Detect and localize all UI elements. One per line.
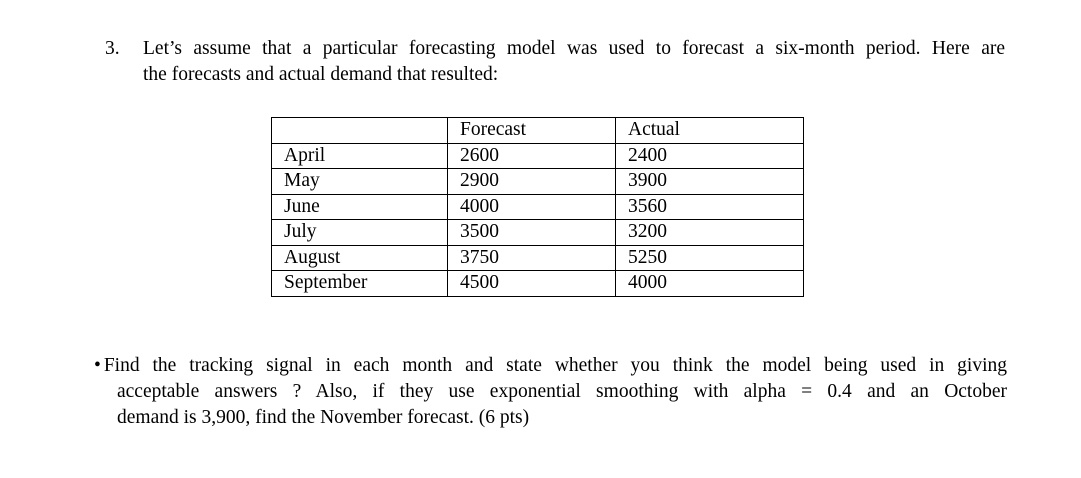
actual-cell: 3200 bbox=[615, 219, 804, 246]
table-row: September 4500 4000 bbox=[271, 270, 804, 297]
question-paragraph: 3. Let’s assume that a particular foreca… bbox=[105, 36, 1005, 88]
forecast-cell: 4000 bbox=[447, 193, 616, 220]
forecast-demand-table: Forecast Actual April 2600 2400 May 2900… bbox=[271, 117, 804, 297]
bullet-icon: • bbox=[94, 355, 101, 376]
month-cell: August bbox=[271, 244, 448, 271]
actual-cell: 2400 bbox=[615, 142, 804, 169]
bullet-line-1-text: Find the tracking signal in each month a… bbox=[103, 355, 1007, 376]
forecast-cell: 4500 bbox=[447, 270, 616, 297]
actual-cell: 5250 bbox=[615, 244, 804, 271]
table-row: May 2900 3900 bbox=[271, 168, 804, 195]
table-row: April 2600 2400 bbox=[271, 142, 804, 169]
month-cell: May bbox=[271, 168, 448, 195]
question-line-1: Let’s assume that a particular forecasti… bbox=[143, 38, 1005, 59]
bullet-line-2: acceptable answers ? Also, if they use e… bbox=[117, 381, 1007, 402]
month-header-cell bbox=[271, 117, 448, 144]
table-row: July 3500 3200 bbox=[271, 219, 804, 246]
month-cell: April bbox=[271, 142, 448, 169]
actual-cell: 4000 bbox=[615, 270, 804, 297]
question-number: 3. bbox=[105, 38, 120, 59]
month-cell: September bbox=[271, 270, 448, 297]
table-header-row: Forecast Actual bbox=[271, 117, 804, 144]
month-cell: July bbox=[271, 219, 448, 246]
forecast-cell: 2900 bbox=[447, 168, 616, 195]
forecast-header-cell: Forecast bbox=[447, 117, 616, 144]
month-cell: June bbox=[271, 193, 448, 220]
actual-cell: 3900 bbox=[615, 168, 804, 195]
forecast-cell: 3500 bbox=[447, 219, 616, 246]
bullet-paragraph: • Find the tracking signal in each month … bbox=[94, 353, 1007, 431]
bullet-line-1: • Find the tracking signal in each month … bbox=[94, 353, 1007, 379]
question-line-2: the forecasts and actual demand that res… bbox=[143, 64, 499, 85]
actual-header-cell: Actual bbox=[615, 117, 804, 144]
forecast-cell: 3750 bbox=[447, 244, 616, 271]
forecast-cell: 2600 bbox=[447, 142, 616, 169]
table-row: August 3750 5250 bbox=[271, 244, 804, 271]
actual-cell: 3560 bbox=[615, 193, 804, 220]
bullet-line-3: demand is 3,900, find the November forec… bbox=[117, 407, 530, 428]
table-row: June 4000 3560 bbox=[271, 193, 804, 220]
